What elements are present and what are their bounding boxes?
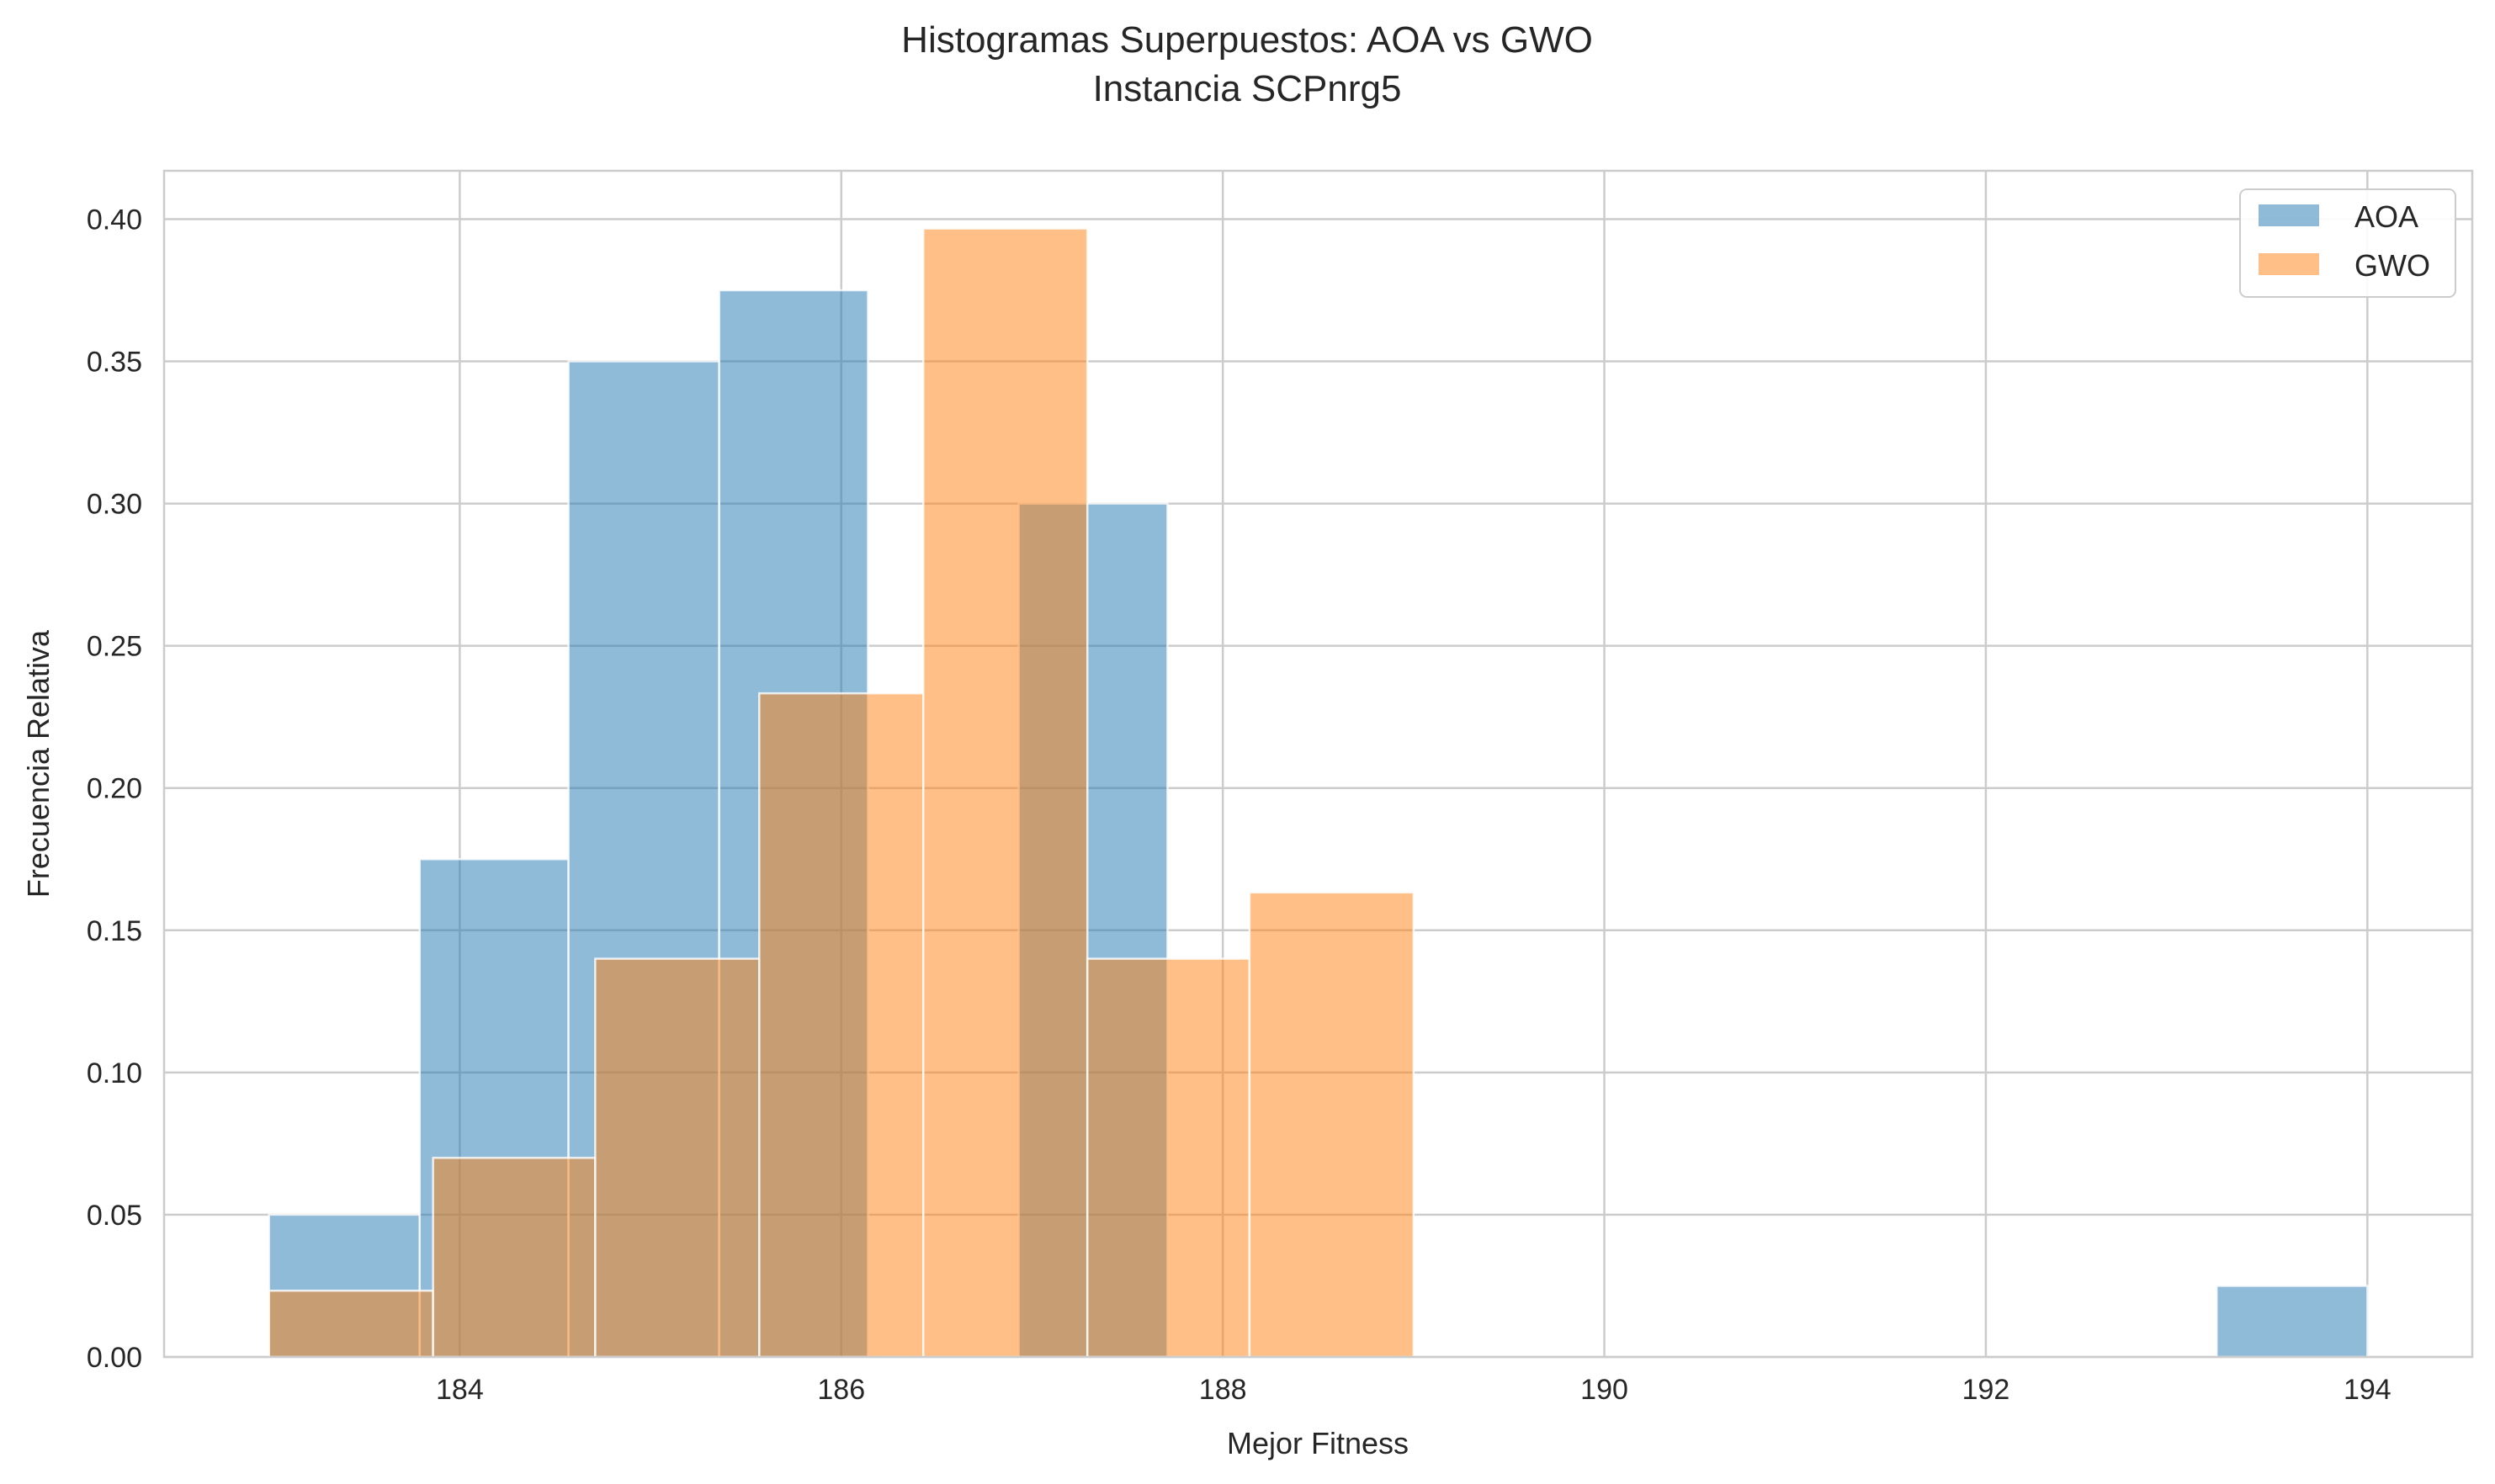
y-tick-label: 0.35 (87, 347, 142, 379)
bar-aoa (2215, 1285, 2369, 1359)
series-gwo-bars (268, 227, 1415, 1359)
bar-gwo (1086, 957, 1251, 1359)
legend-label-gwo: GWO (2354, 248, 2430, 283)
y-axis-label: Frecuencia Relativa (21, 629, 56, 898)
x-axis-label: Mejor Fitness (1227, 1426, 1409, 1460)
y-tick-label: 0.30 (87, 489, 142, 521)
y-tick-label: 0.00 (87, 1342, 142, 1374)
legend-label-aoa: AOA (2354, 199, 2418, 234)
x-tick-label: 188 (1199, 1374, 1247, 1406)
y-tick-label: 0.15 (87, 915, 142, 947)
bar-gwo (1248, 891, 1415, 1359)
bar-gwo (594, 957, 761, 1359)
chart-subtitle: Instancia SCPnrg5 (1093, 68, 1402, 109)
legend: AOA GWO (2239, 188, 2456, 298)
x-tick-label: 190 (1580, 1374, 1628, 1406)
x-tick-label: 184 (436, 1374, 484, 1406)
legend-swatch-aoa (2259, 204, 2319, 226)
y-tick-label: 0.20 (87, 773, 142, 805)
bar-gwo (268, 1289, 434, 1359)
y-tick-label: 0.10 (87, 1057, 142, 1089)
plot-frame (162, 169, 2474, 1359)
bar-gwo (758, 692, 925, 1359)
x-tick-label: 192 (1962, 1374, 2010, 1406)
bar-gwo (432, 1157, 597, 1359)
y-tick-label: 0.40 (87, 204, 142, 236)
bar-gwo (921, 227, 1089, 1359)
x-tick-label: 186 (817, 1374, 865, 1406)
y-tick-label: 0.05 (87, 1200, 142, 1232)
x-tick-label: 194 (2344, 1374, 2391, 1406)
y-tick-label: 0.25 (87, 631, 142, 663)
legend-swatch-gwo (2259, 253, 2319, 275)
chart-title: Histogramas Superpuestos: AOA vs GWO (901, 19, 1593, 61)
x-axis-ticks: 184 186 188 190 192 194 (436, 1374, 2391, 1406)
y-axis-ticks: 0.00 0.05 0.10 0.15 0.20 0.25 0.30 0.35 0.40 (87, 204, 142, 1374)
